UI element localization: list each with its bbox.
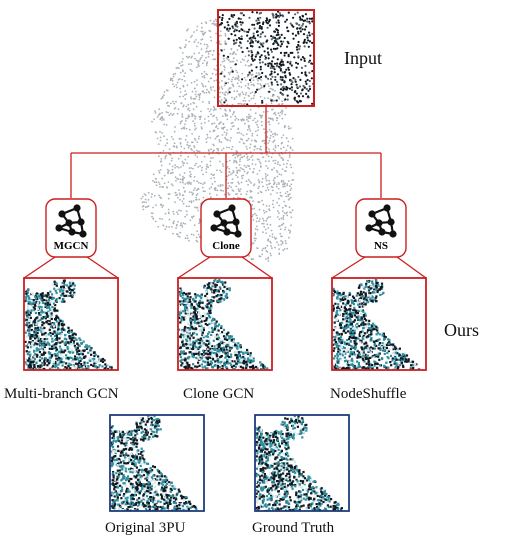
comparison-name-3pu: Original 3PU xyxy=(105,520,185,537)
input-zoom-region xyxy=(218,11,314,106)
comparison-name-gt: Ground Truth xyxy=(252,520,334,537)
funnel-right-a xyxy=(332,257,365,278)
crop-mgcn xyxy=(24,278,118,372)
module-name-mgcn: Multi-branch GCN xyxy=(4,386,119,403)
funnel-right-b xyxy=(397,257,426,278)
module-name-ns: NodeShuffle xyxy=(330,386,406,403)
funnel-left-b xyxy=(87,257,118,278)
ours-label: Ours xyxy=(444,320,479,341)
module-abbr-mgcn: MGCN xyxy=(54,240,89,252)
funnel-mid-a xyxy=(178,257,210,278)
crop-clone xyxy=(178,278,272,372)
crop-ns xyxy=(332,278,426,372)
module-abbr-ns: NS xyxy=(374,240,388,252)
funnel-mid-b xyxy=(242,257,272,278)
crop-ground-truth xyxy=(255,415,349,513)
input-label: Input xyxy=(344,48,382,69)
module-abbr-clone: Clone xyxy=(212,240,240,252)
module-icon-clone: Clone xyxy=(201,199,251,257)
module-icon-mgcn: MGCN xyxy=(46,199,96,257)
crop-original-3pu xyxy=(110,415,204,513)
module-icon-ns: NS xyxy=(356,199,406,257)
funnel-left-a xyxy=(24,257,55,278)
module-name-clone: Clone GCN xyxy=(183,386,254,403)
